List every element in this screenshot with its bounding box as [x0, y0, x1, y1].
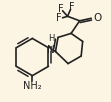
- Text: F: F: [56, 13, 62, 23]
- Text: NH₂: NH₂: [23, 81, 42, 91]
- Text: H: H: [48, 34, 54, 43]
- Text: F: F: [58, 4, 63, 14]
- Text: O: O: [94, 13, 102, 23]
- Text: F: F: [69, 2, 75, 12]
- Text: N: N: [47, 45, 55, 55]
